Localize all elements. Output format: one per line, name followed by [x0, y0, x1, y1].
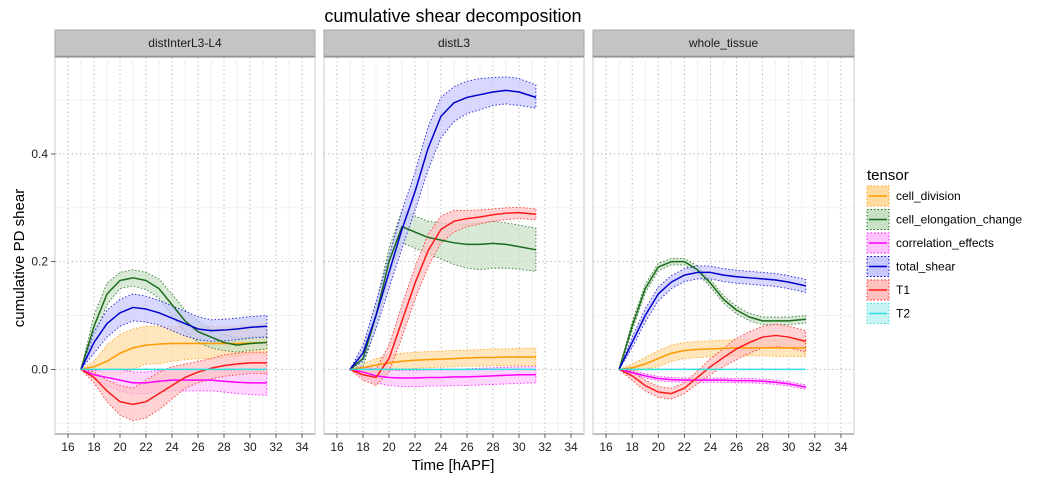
ribbon-t1	[617, 323, 807, 400]
x-tick-label: 20	[382, 440, 396, 454]
panels: distInterL3-L4 16 18 20 22 24 26 28 30 32 34 0.0 0.2…	[31, 29, 855, 454]
chart-title: cumulative shear decomposition	[324, 6, 581, 26]
x-tick-label: 24	[704, 440, 718, 454]
line-t1	[618, 334, 806, 395]
legend-title: tensor	[867, 167, 909, 184]
line-t1	[80, 362, 267, 406]
line-t1	[349, 211, 536, 379]
ribbon-cell-division	[348, 347, 537, 373]
x-tick-label: 32	[538, 440, 552, 454]
x-tick-label: 34	[295, 440, 309, 454]
x-tick-label: 24	[434, 440, 448, 454]
line-cell-elongation-change	[80, 277, 267, 370]
x-tick-label: 34	[834, 440, 848, 454]
panel-strip-label: whole_tissue	[688, 36, 759, 50]
line-cell-elongation-change	[618, 260, 806, 370]
panel-strip-label: distL3	[438, 36, 470, 50]
x-tick-label: 28	[217, 440, 231, 454]
legend-label: cell_division	[896, 189, 961, 203]
ribbon-total-shear	[618, 265, 807, 370]
legend-label: total_shear	[896, 260, 955, 274]
line-total-shear	[618, 271, 806, 370]
legend-label: T2	[896, 307, 910, 321]
x-tick-label: 22	[678, 440, 692, 454]
y-tick-label: 0.0	[31, 362, 48, 376]
line-correlation-effects	[349, 368, 536, 379]
x-tick-label: 18	[87, 440, 101, 454]
line-cell-division	[619, 347, 806, 371]
legend-item-t1: T1	[866, 279, 910, 301]
panel-series	[348, 76, 537, 388]
y-axis-label: cumulative PD shear	[11, 189, 28, 327]
panel-whole-tissue: whole_tissue 16 18 20 22 24 26 28 30 32 34	[592, 29, 855, 454]
x-tick-label: 16	[599, 440, 613, 454]
ribbon-t1	[348, 206, 537, 387]
x-tick-label: 30	[512, 440, 526, 454]
x-tick-label: 30	[782, 440, 796, 454]
x-tick-label: 26	[730, 440, 744, 454]
ribbon-total-shear	[80, 293, 268, 370]
legend-label: cell_elongation_change	[896, 213, 1022, 227]
x-tick-label: 24	[165, 440, 179, 454]
x-tick-label: 32	[808, 440, 822, 454]
x-tick-label: 34	[564, 440, 578, 454]
x-tick-label: 26	[460, 440, 474, 454]
x-tick-label: 20	[113, 440, 127, 454]
x-axis-label: Time [hAPF]	[412, 457, 495, 474]
panel-distinterl3-l4: distInterL3-L4 16 18 20 22 24 26 28 30 32 34 0.0 0.2…	[31, 29, 316, 454]
line-cell-division	[349, 356, 536, 371]
x-tick-label: 18	[356, 440, 370, 454]
line-total-shear	[349, 89, 537, 370]
ribbon-correlation-effects	[618, 368, 807, 390]
x-tick-label: 18	[625, 440, 639, 454]
legend-item-total-shear: total_shear	[866, 256, 955, 277]
line-cell-elongation-change	[349, 225, 537, 370]
ribbon-cell-elongation-change	[80, 269, 268, 370]
x-tick-label: 16	[330, 440, 344, 454]
panel-series	[617, 257, 807, 400]
legend-label: T1	[896, 283, 910, 297]
x-tick-label: 28	[756, 440, 770, 454]
x-tick-label: 22	[139, 440, 153, 454]
line-correlation-effects	[80, 368, 267, 384]
x-tick-label: 16	[61, 440, 75, 454]
legend-item-correlation-effects: correlation_effects	[866, 232, 994, 254]
panel-strip	[592, 29, 855, 57]
x-tick-label: 30	[243, 440, 257, 454]
x-tick-label: 20	[652, 440, 666, 454]
y-tick-label: 0.4	[31, 147, 48, 161]
y-tick-label: 0.2	[31, 255, 48, 269]
legend-item-t2: T2	[866, 303, 910, 324]
legend-label: correlation_effects	[896, 236, 994, 250]
legend-item-cell-division: cell_division	[866, 185, 961, 207]
legend-item-cell-elongation-change: cell_elongation_change	[866, 209, 1022, 230]
panel-distl3: distL3 16 18 20 22 24 26 28 30 32 34	[323, 29, 585, 454]
line-correlation-effects	[618, 368, 806, 388]
x-tick-label: 32	[269, 440, 283, 454]
x-tick-label: 26	[191, 440, 205, 454]
legend: tensor cell_division cell_elongation_chan…	[866, 167, 1022, 324]
panel-strip-label: distInterL3-L4	[148, 36, 222, 50]
panel-strip	[54, 29, 316, 57]
panel-strip	[323, 29, 585, 57]
x-tick-label: 22	[408, 440, 422, 454]
x-tick-label: 28	[486, 440, 500, 454]
panel-series	[79, 269, 268, 422]
line-total-shear	[80, 306, 267, 370]
